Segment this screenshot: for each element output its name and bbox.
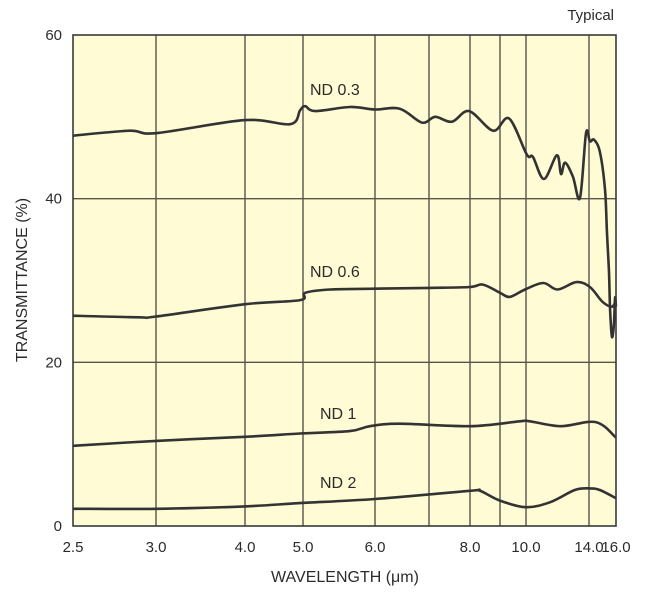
x-tick-label: 8.0 [460,539,481,556]
series-label: ND 1 [320,406,357,423]
x-tick-label: 14.0 [574,539,603,556]
x-tick-label: 6.0 [365,539,386,556]
x-tick-label: 3.0 [146,539,167,556]
series-line-nd-0-6 [72,280,618,320]
x-tick-label: 4.0 [235,539,256,556]
y-tick-label: 0 [54,518,62,535]
x-tick-label: 5.0 [293,539,314,556]
annotation-typical: Typical [567,7,614,24]
series-curves [72,104,618,511]
series-line-nd-0-3 [72,104,618,339]
x-tick-label: 10.0 [511,539,540,556]
y-axis-label: TRANSMITTANCE (%) [14,198,31,362]
x-axis-label: WAVELENGTH (μm) [271,569,419,586]
y-tick-label: 40 [45,191,62,208]
y-tick-labels: 0 20 40 60 [45,27,62,535]
y-tick-label: 20 [45,354,62,371]
grid-lines [73,35,616,526]
x-tick-labels: 2.5 3.0 4.0 5.0 6.0 8.0 10.0 14.016.0 [63,539,631,556]
series-label: ND 2 [320,475,357,492]
plot-frame [72,34,617,527]
x-tick-label: 16.0 [601,539,630,556]
series-labels: ND 0.3 ND 0.6 ND 1 ND 2 [310,82,360,492]
series-line-nd-1 [72,419,617,448]
series-line-nd-2 [72,486,617,511]
y-tick-label: 60 [45,27,62,44]
series-label: ND 0.3 [310,82,360,99]
series-label: ND 0.6 [310,264,360,281]
x-tick-label: 2.5 [63,539,84,556]
